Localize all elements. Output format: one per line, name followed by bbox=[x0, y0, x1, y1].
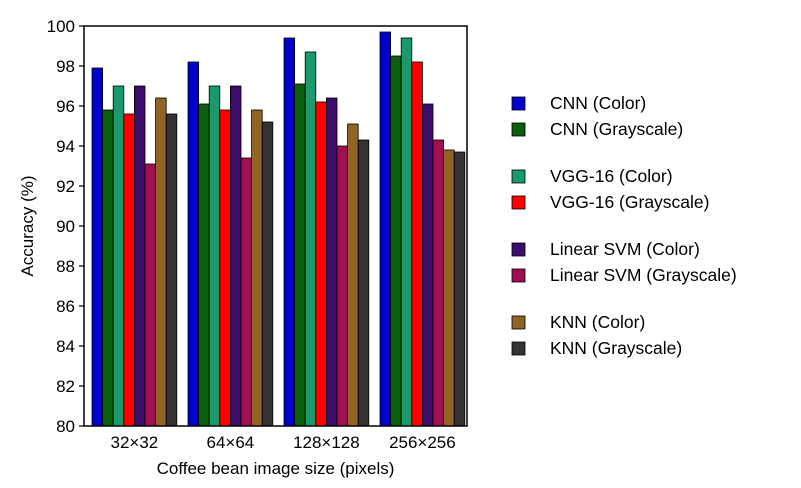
legend-swatch-5 bbox=[511, 268, 526, 283]
bar-2-2 bbox=[304, 51, 317, 427]
y-tick-label: 84 bbox=[56, 337, 75, 356]
legend-label-6: KNN (Color) bbox=[550, 312, 645, 332]
bar-6-0 bbox=[155, 97, 167, 427]
bar-3-2 bbox=[315, 101, 327, 427]
bar-5-1 bbox=[240, 157, 253, 427]
y-tick-label: 82 bbox=[56, 377, 75, 396]
bars-group bbox=[91, 31, 466, 427]
bar-0-0 bbox=[91, 67, 104, 427]
bar-3-0 bbox=[123, 113, 135, 427]
bar-5-2 bbox=[336, 145, 349, 427]
y-tick-label: 100 bbox=[47, 17, 75, 36]
legend-label-4: Linear SVM (Color) bbox=[550, 239, 700, 259]
bar-3-3 bbox=[411, 61, 423, 427]
legend-label-5: Linear SVM (Grayscale) bbox=[550, 265, 737, 285]
y-tick-label: 98 bbox=[56, 57, 75, 76]
bar-7-0 bbox=[165, 113, 178, 427]
legend-label-0: CNN (Color) bbox=[550, 93, 646, 113]
legend-swatch-1 bbox=[511, 122, 526, 137]
legend-label-3: VGG-16 (Grayscale) bbox=[550, 192, 709, 212]
y-tick-label: 96 bbox=[56, 97, 75, 116]
x-axis-ticks: 32×32 64×64 128×128 256×256 bbox=[111, 433, 456, 452]
bar-2-3 bbox=[400, 37, 413, 427]
y-axis-ticks: 80 82 84 86 88 90 92 94 96 98 100 bbox=[47, 17, 84, 436]
bar-7-3 bbox=[453, 151, 466, 427]
bar-1-1 bbox=[198, 103, 210, 427]
legend-swatch-4 bbox=[511, 242, 526, 257]
bar-6-1 bbox=[251, 109, 263, 427]
plot-frame bbox=[83, 25, 468, 427]
y-tick-label: 88 bbox=[56, 257, 75, 276]
bar-6-3 bbox=[443, 149, 455, 427]
legend-swatch-0 bbox=[511, 96, 526, 111]
bar-0-2 bbox=[283, 37, 296, 427]
x-tick-label: 128×128 bbox=[293, 433, 360, 452]
bar-2-0 bbox=[112, 85, 125, 427]
legend: CNN (Color) CNN (Grayscale) VGG-16 (Color)… bbox=[511, 93, 737, 358]
x-axis-label: Coffee bean image size (pixels) bbox=[157, 459, 395, 478]
x-tick-label: 256×256 bbox=[389, 433, 456, 452]
legend-label-1: CNN (Grayscale) bbox=[550, 119, 683, 139]
bar-0-3 bbox=[379, 31, 392, 427]
bar-1-2 bbox=[294, 83, 306, 427]
bar-3-1 bbox=[219, 109, 231, 427]
bar-1-3 bbox=[390, 55, 402, 427]
bar-7-1 bbox=[261, 121, 274, 427]
bar-1-0 bbox=[102, 109, 114, 427]
legend-label-7: KNN (Grayscale) bbox=[550, 338, 682, 358]
legend-label-2: VGG-16 (Color) bbox=[550, 166, 673, 186]
bar-4-0 bbox=[133, 85, 146, 427]
y-tick-label: 90 bbox=[56, 217, 75, 236]
bar-5-0 bbox=[144, 163, 157, 427]
y-tick-label: 92 bbox=[56, 177, 75, 196]
bar-0-1 bbox=[187, 61, 200, 427]
y-tick-label: 80 bbox=[56, 417, 75, 436]
bar-5-3 bbox=[432, 139, 445, 427]
bar-2-1 bbox=[208, 85, 221, 427]
y-tick-label: 86 bbox=[56, 297, 75, 316]
bar-6-2 bbox=[347, 123, 359, 427]
bar-4-1 bbox=[229, 85, 242, 427]
x-tick-label: 32×32 bbox=[111, 433, 159, 452]
bar-4-3 bbox=[421, 103, 434, 427]
legend-swatch-2 bbox=[511, 169, 526, 184]
legend-swatch-3 bbox=[511, 195, 526, 210]
y-tick-label: 94 bbox=[56, 137, 75, 156]
x-tick-label: 64×64 bbox=[207, 433, 255, 452]
y-axis-label: Accuracy (%) bbox=[18, 175, 37, 276]
bar-4-2 bbox=[325, 97, 338, 427]
legend-swatch-7 bbox=[511, 341, 526, 356]
legend-swatch-6 bbox=[511, 315, 526, 330]
bar-7-2 bbox=[357, 139, 370, 427]
